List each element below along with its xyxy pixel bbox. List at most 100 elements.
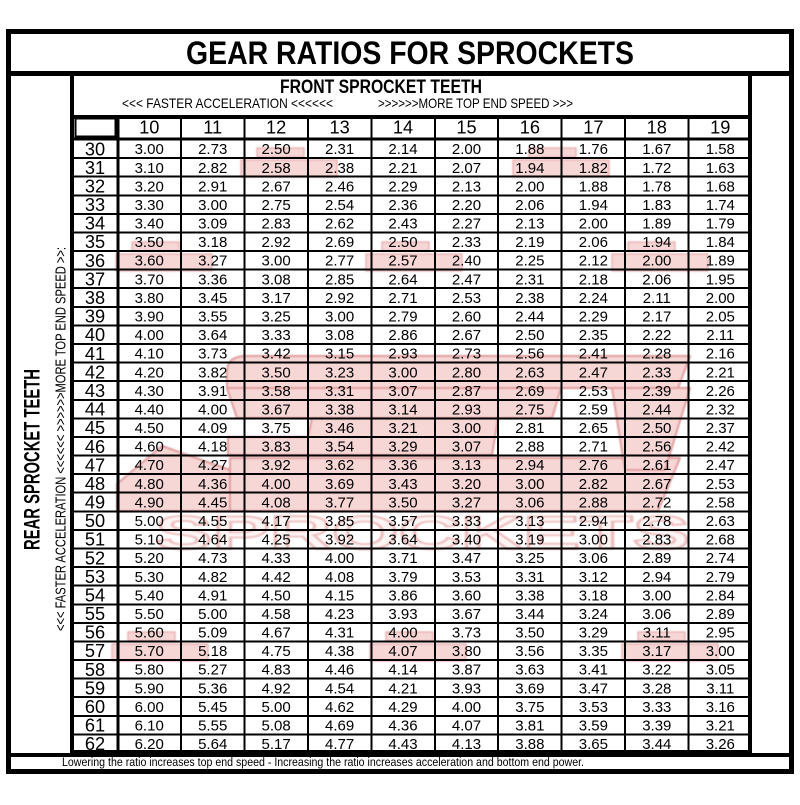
svg-text:2.72: 2.72 <box>642 494 671 511</box>
svg-text:4.08: 4.08 <box>325 569 354 586</box>
svg-text:3.79: 3.79 <box>388 569 417 586</box>
svg-text:35: 35 <box>85 232 105 252</box>
svg-text:1.88: 1.88 <box>515 141 544 158</box>
svg-text:2.94: 2.94 <box>579 513 608 530</box>
svg-text:1.89: 1.89 <box>642 216 671 233</box>
svg-text:4.10: 4.10 <box>135 346 164 363</box>
svg-text:3.55: 3.55 <box>198 309 227 326</box>
svg-text:4.30: 4.30 <box>135 383 164 400</box>
svg-text:5.18: 5.18 <box>198 643 227 660</box>
svg-text:1.94: 1.94 <box>579 197 608 214</box>
svg-text:3.53: 3.53 <box>579 699 608 716</box>
svg-text:4.00: 4.00 <box>325 550 354 567</box>
svg-text:43: 43 <box>85 381 105 401</box>
svg-text:2.40: 2.40 <box>452 253 481 270</box>
svg-text:50: 50 <box>85 511 105 531</box>
svg-text:2.59: 2.59 <box>579 402 608 419</box>
svg-text:2.35: 2.35 <box>579 327 608 344</box>
svg-text:4.09: 4.09 <box>198 420 227 437</box>
svg-text:61: 61 <box>85 716 105 736</box>
svg-text:2.93: 2.93 <box>452 402 481 419</box>
svg-text:5.17: 5.17 <box>261 736 290 753</box>
svg-text:2.44: 2.44 <box>515 309 544 326</box>
svg-text:2.77: 2.77 <box>325 253 354 270</box>
svg-text:2.11: 2.11 <box>706 327 734 344</box>
svg-text:2.85: 2.85 <box>325 271 354 288</box>
svg-text:1.63: 1.63 <box>706 160 735 177</box>
svg-text:3.36: 3.36 <box>388 457 417 474</box>
svg-text:2.13: 2.13 <box>515 216 544 233</box>
svg-text:4.15: 4.15 <box>325 587 354 604</box>
svg-text:3.17: 3.17 <box>261 290 290 307</box>
svg-text:1.72: 1.72 <box>642 160 671 177</box>
svg-text:3.38: 3.38 <box>515 587 544 604</box>
svg-text:4.36: 4.36 <box>198 476 227 493</box>
svg-text:49: 49 <box>85 493 105 513</box>
svg-text:3.59: 3.59 <box>579 718 608 735</box>
svg-text:5.08: 5.08 <box>261 718 290 735</box>
svg-text:6.20: 6.20 <box>135 736 164 753</box>
svg-text:17: 17 <box>583 118 603 138</box>
svg-text:2.37: 2.37 <box>706 420 735 437</box>
svg-text:2.79: 2.79 <box>388 309 417 326</box>
svg-text:4.70: 4.70 <box>135 457 164 474</box>
svg-text:3.62: 3.62 <box>325 457 354 474</box>
svg-text:4.80: 4.80 <box>135 476 164 493</box>
svg-text:2.47: 2.47 <box>452 271 481 288</box>
svg-text:2.73: 2.73 <box>452 346 481 363</box>
svg-text:5.45: 5.45 <box>198 699 227 716</box>
svg-text:30: 30 <box>85 139 105 159</box>
svg-text:3.07: 3.07 <box>452 439 481 456</box>
svg-text:2.73: 2.73 <box>198 141 227 158</box>
svg-text:2.95: 2.95 <box>706 625 735 642</box>
svg-text:1.89: 1.89 <box>706 253 735 270</box>
svg-text:4.18: 4.18 <box>198 439 227 456</box>
svg-text:36: 36 <box>85 251 105 271</box>
svg-text:5.80: 5.80 <box>135 662 164 679</box>
svg-text:44: 44 <box>85 400 105 420</box>
svg-text:14: 14 <box>393 118 413 138</box>
svg-text:4.45: 4.45 <box>198 494 227 511</box>
svg-text:3.40: 3.40 <box>452 532 481 549</box>
svg-text:4.92: 4.92 <box>261 680 290 697</box>
svg-text:2.41: 2.41 <box>579 346 608 363</box>
svg-text:3.85: 3.85 <box>325 513 354 530</box>
svg-text:3.30: 3.30 <box>135 197 164 214</box>
svg-text:3.44: 3.44 <box>642 736 671 753</box>
svg-text:4.50: 4.50 <box>135 420 164 437</box>
svg-text:3.00: 3.00 <box>452 420 481 437</box>
svg-text:2.05: 2.05 <box>706 309 735 326</box>
svg-text:2.22: 2.22 <box>642 327 671 344</box>
svg-text:2.06: 2.06 <box>515 197 544 214</box>
svg-text:4.90: 4.90 <box>135 494 164 511</box>
svg-text:2.17: 2.17 <box>642 309 671 326</box>
svg-text:3.38: 3.38 <box>325 402 354 419</box>
svg-text:2.16: 2.16 <box>706 346 735 363</box>
svg-text:3.47: 3.47 <box>579 680 608 697</box>
svg-text:39: 39 <box>85 307 105 327</box>
svg-text:4.00: 4.00 <box>135 327 164 344</box>
svg-text:5.36: 5.36 <box>198 680 227 697</box>
svg-text:1.83: 1.83 <box>642 197 671 214</box>
svg-text:3.11: 3.11 <box>643 625 671 642</box>
svg-text:REAR SPROCKET TEETH: REAR SPROCKET TEETH <box>19 369 44 550</box>
svg-text:2.00: 2.00 <box>642 253 671 270</box>
svg-text:4.00: 4.00 <box>198 402 227 419</box>
svg-text:18: 18 <box>647 118 667 138</box>
svg-text:2.63: 2.63 <box>706 513 735 530</box>
svg-text:4.82: 4.82 <box>198 569 227 586</box>
svg-text:2.69: 2.69 <box>515 383 544 400</box>
svg-text:3.42: 3.42 <box>261 346 290 363</box>
svg-text:2.62: 2.62 <box>325 216 354 233</box>
svg-text:2.80: 2.80 <box>452 364 481 381</box>
svg-text:3.23: 3.23 <box>325 364 354 381</box>
svg-text:5.55: 5.55 <box>198 718 227 735</box>
svg-text:4.33: 4.33 <box>261 550 290 567</box>
svg-text:2.53: 2.53 <box>452 290 481 307</box>
svg-text:3.27: 3.27 <box>198 253 227 270</box>
svg-text:2.50: 2.50 <box>261 141 290 158</box>
svg-text:3.14: 3.14 <box>388 402 417 419</box>
svg-text:3.56: 3.56 <box>515 643 544 660</box>
svg-text:3.73: 3.73 <box>198 346 227 363</box>
svg-text:3.33: 3.33 <box>642 699 671 716</box>
